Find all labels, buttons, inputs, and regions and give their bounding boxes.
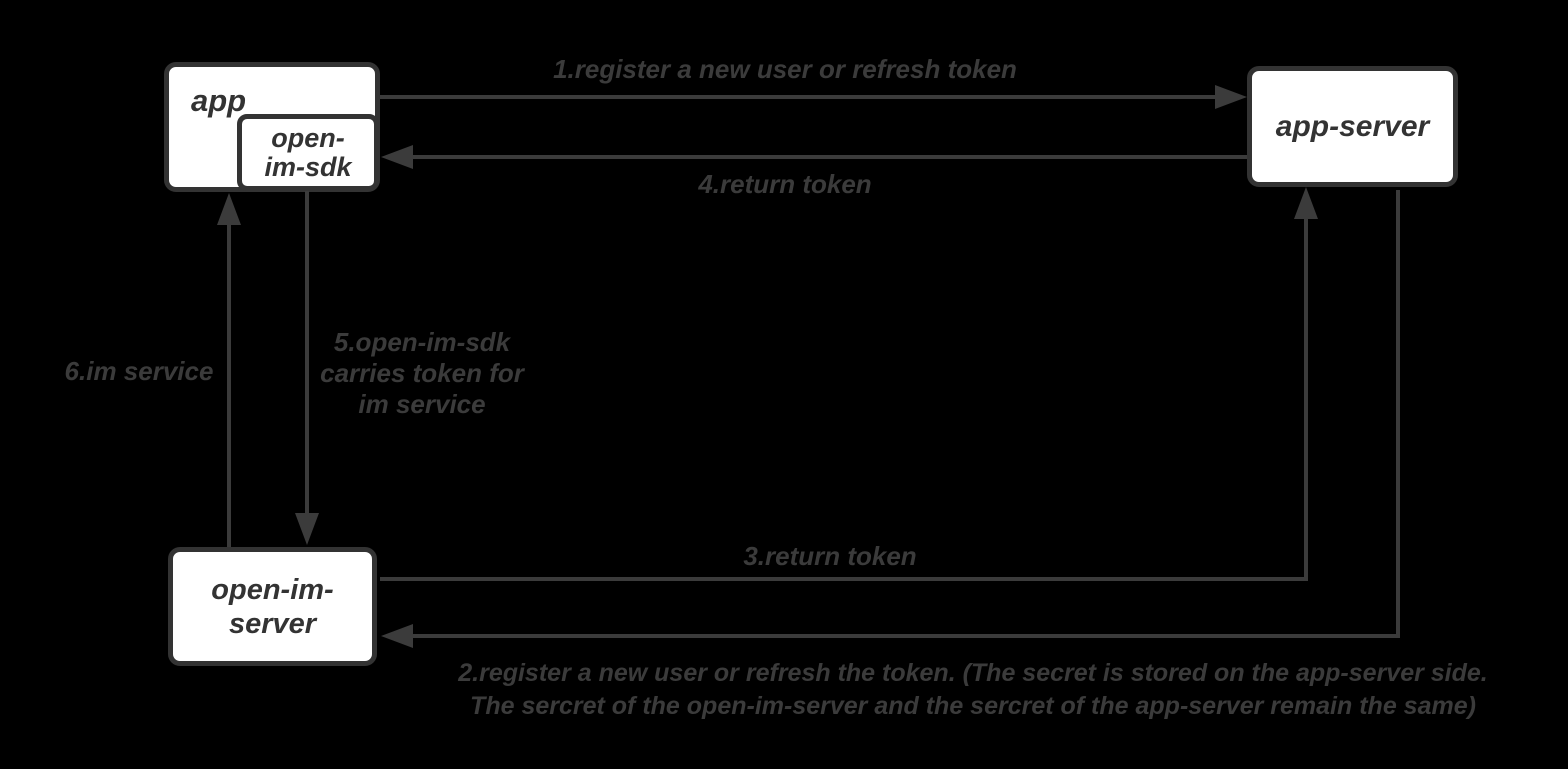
open-im-sdk-label-line2: im-sdk [264,151,352,182]
open-im-server-node-label: open-im- server [173,552,372,661]
open-im-server-label-line1: open-im- [211,573,334,606]
edge2-line-horizontal [413,634,1400,638]
app-server-node-label: app-server [1275,109,1430,143]
open-im-sdk-node-label: open- im-sdk [242,119,374,186]
edge2-label: 2.register a new user or refresh the tok… [408,657,1538,723]
edge5-arrowhead-icon [295,513,319,545]
edge3-line-vertical [1304,217,1308,581]
edge5-label-line1: 5.open-im-sdk [333,327,511,357]
open-im-server-node: open-im- server [168,547,377,666]
edge6-label: 6.im service [64,356,214,386]
edge6-arrowhead-icon [217,193,241,225]
edge5-label: 5.open-im-sdk carries token for im servi… [317,327,527,420]
edge5-label-line3: im service [358,389,486,419]
edge1-line [380,95,1217,99]
edge6-line [227,224,231,547]
edge1-label: 1.register a new user or refresh token [553,54,1017,84]
app-node-label: app [191,83,247,118]
edge2-label-line2: The sercret of the open-im-server and th… [470,692,1476,720]
app-server-node: app-server [1247,66,1458,187]
edge2-line-vertical [1396,190,1400,638]
edge5-label-line2: carries token for [320,358,524,388]
edge3-arrowhead-icon [1294,187,1318,219]
edge5-line [305,191,309,513]
open-im-server-label-line2: server [228,607,317,640]
edge4-label: 4.return token [698,169,872,199]
edge2-arrowhead-icon [381,624,413,648]
edge4-line [413,155,1247,159]
edge2-label-line1: 2.register a new user or refresh the tok… [458,659,1488,687]
edge3-line-horizontal [380,577,1308,581]
edge4-arrowhead-icon [381,145,413,169]
edge3-label: 3.return token [743,541,917,571]
open-im-sdk-label-line1: open- [271,122,345,153]
edge1-arrowhead-icon [1215,85,1247,109]
open-im-sdk-node: open- im-sdk [237,114,379,191]
